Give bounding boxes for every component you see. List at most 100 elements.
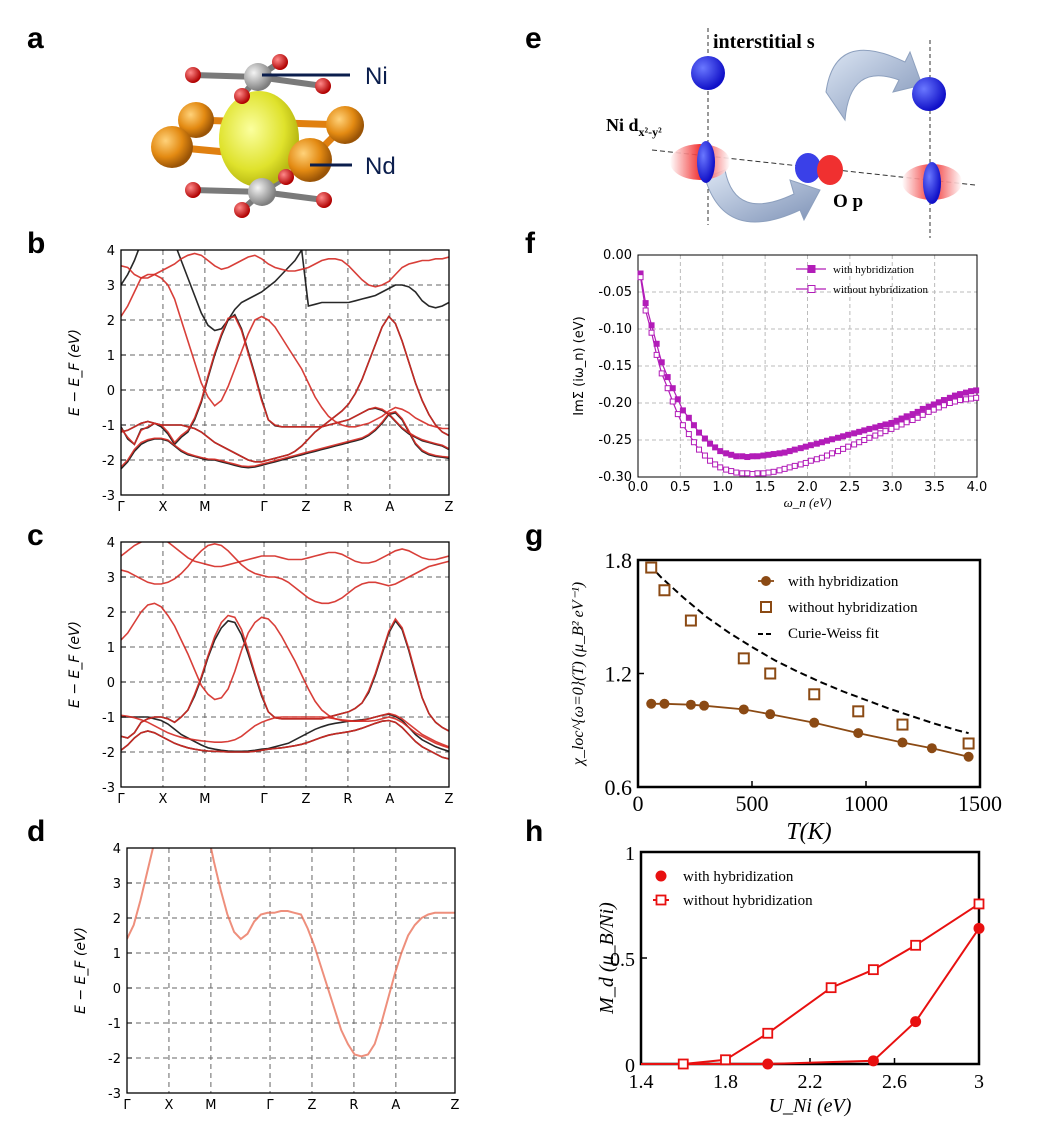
data-point (946, 394, 953, 401)
y-tick-label: -0.15 (598, 359, 632, 374)
band-line-dmft (121, 252, 449, 288)
data-point (898, 421, 905, 428)
data-point (674, 396, 681, 403)
data-point (851, 441, 858, 448)
data-point-without (762, 1027, 774, 1039)
data-point (882, 421, 889, 428)
data-point-without (764, 667, 777, 680)
x-tick-label: 1000 (844, 791, 888, 816)
legend-label: with hybridization (833, 264, 914, 276)
x-tick-label: 2.2 (798, 1071, 823, 1093)
data-point (835, 434, 842, 441)
data-point-without (808, 688, 821, 701)
data-point (872, 424, 879, 431)
data-point (648, 329, 655, 336)
y-tick-label: 1 (107, 349, 115, 364)
data-point (754, 453, 761, 460)
legend-marker (807, 285, 816, 293)
data-point (701, 452, 708, 459)
data-point (658, 359, 665, 366)
y-axis-label: M_d (μ_B/Ni) (596, 902, 618, 1015)
kpoint-label: M (199, 500, 210, 515)
data-point-with (963, 751, 974, 762)
legend-label: without hybridization (833, 284, 929, 296)
panel-label-h: h (525, 815, 543, 848)
panel-label-f: f (525, 227, 536, 260)
data-point (957, 397, 964, 404)
legend-label: with hybridization (788, 574, 899, 590)
y-tick-label: 0 (625, 1055, 635, 1077)
y-tick-label: -0.30 (598, 470, 632, 485)
y-tick-label: -0.25 (598, 433, 632, 448)
y-tick-label: 1 (107, 641, 115, 656)
data-point (893, 423, 900, 430)
data-point (962, 396, 969, 403)
self-energy-plot: 0.0 0.5 1.0 1.5 2.0 2.5 3.0 3.5 4.0 0.00 -0.05 -0.1… (572, 248, 987, 510)
data-point (973, 387, 980, 394)
data-point (813, 456, 820, 463)
y-tick-label: -0.20 (598, 396, 632, 411)
legend-marker (655, 870, 667, 882)
data-point (951, 398, 958, 405)
data-point (962, 389, 969, 396)
data-point (760, 452, 767, 459)
kpoint-label: Γ (117, 792, 125, 807)
kpoint-label: Z (302, 792, 311, 807)
nd-atom (151, 126, 193, 168)
hopping-arrow-lower (704, 169, 821, 223)
x-tick-label: 3.5 (924, 480, 945, 495)
data-point (653, 351, 660, 358)
data-point (829, 450, 836, 457)
kpoint-label: M (205, 1098, 216, 1113)
x-tick-label: 4.0 (967, 480, 988, 495)
data-point-with (926, 743, 937, 754)
data-point (776, 467, 783, 474)
kpoint-label: M (199, 792, 210, 807)
y-tick-label: 2 (107, 606, 115, 621)
band-line-dmft (121, 542, 449, 605)
y-tick-label: -0.10 (598, 322, 632, 337)
data-point (823, 452, 830, 459)
data-point (765, 451, 772, 458)
x-tick-label: 0.0 (628, 480, 649, 495)
data-point-without (910, 939, 922, 951)
kpoint-label: R (349, 1098, 358, 1113)
x-tick-label: 0 (633, 791, 644, 816)
axes-frame (120, 541, 450, 788)
data-point (909, 417, 916, 424)
data-point (807, 442, 814, 449)
y-tick-label: 1 (113, 947, 121, 962)
x-tick-label: 2.6 (882, 1071, 907, 1093)
data-point (685, 414, 692, 421)
data-point (669, 385, 676, 392)
data-point (973, 394, 980, 401)
legend-label: with hybridization (683, 869, 794, 885)
data-point (925, 403, 932, 410)
data-point-with (685, 699, 696, 710)
data-point-with (765, 709, 776, 720)
legend-marker (807, 265, 816, 273)
data-point (903, 413, 910, 420)
data-point (744, 470, 751, 477)
data-point (642, 300, 649, 307)
data-point (818, 454, 825, 461)
band-lines (121, 542, 449, 760)
y-axis-label: E − E_F (eV) (67, 329, 83, 416)
axes-frame (637, 254, 978, 478)
data-point (914, 408, 921, 415)
x-tick-label: 2.0 (797, 480, 818, 495)
data-point (674, 411, 681, 418)
data-point (866, 425, 873, 432)
data-point (914, 414, 921, 421)
data-point-without (973, 898, 985, 910)
data-point (930, 401, 937, 408)
data-point (712, 461, 719, 468)
data-point (845, 443, 852, 450)
ni-d-orbital-lobes (697, 141, 715, 183)
data-point (823, 437, 830, 444)
data-point (935, 399, 942, 406)
data-point (930, 406, 937, 413)
y-axis-label: E − E_F (eV) (67, 621, 83, 708)
y-tick-label: -0.05 (598, 285, 632, 300)
